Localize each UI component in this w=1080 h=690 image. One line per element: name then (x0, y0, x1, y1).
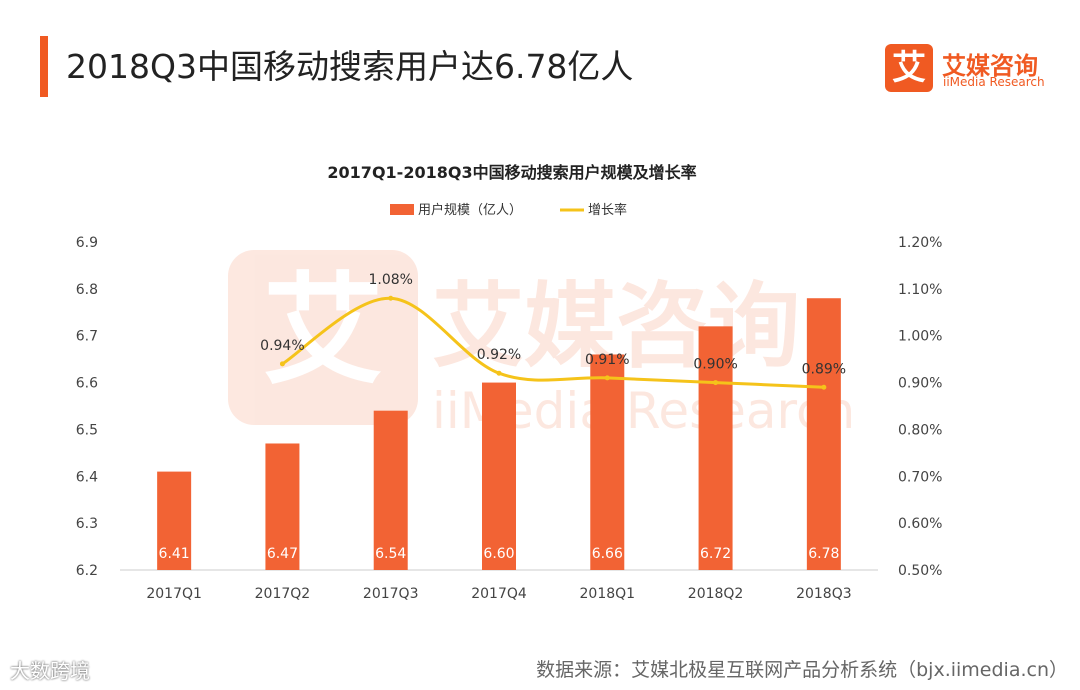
bar (482, 382, 516, 570)
plot-area: 6.2 6.3 6.4 6.5 6.6 6.7 6.8 6.9 0.50% 0.60% 0.70% 0… (76, 235, 943, 602)
y-right-tick-label: 1.20% (898, 235, 942, 251)
page-title: 2018Q3中国移动搜索用户达6.78亿人 (66, 47, 634, 86)
growth-rate-label: 0.94% (260, 338, 304, 354)
bar (698, 326, 733, 570)
x-tick-label: 2018Q3 (796, 586, 852, 602)
bar-value-label: 6.66 (592, 546, 623, 562)
legend-line-label: 增长率 (588, 202, 627, 218)
y-right-tick-label: 0.50% (898, 563, 942, 579)
bar-value-label: 6.60 (483, 546, 514, 562)
y-left-tick-label: 6.6 (76, 376, 98, 392)
growth-rate-point (821, 384, 827, 390)
x-tick-label: 2017Q3 (363, 586, 419, 602)
growth-rate-line (281, 296, 824, 389)
y-left-tick-label: 6.5 (76, 422, 98, 438)
bar-value-label: 6.54 (375, 546, 406, 562)
watermark-mark (228, 250, 418, 425)
bar (373, 410, 408, 570)
y-right-tick-label: 0.80% (898, 422, 942, 438)
bar (806, 298, 841, 570)
footer-mark: 大数跨境 (10, 659, 90, 683)
x-tick-label: 2017Q1 (146, 586, 202, 602)
logo-name-en: iiMedia Research (943, 75, 1045, 89)
growth-rate-point (496, 370, 502, 376)
bar-value-label: 6.41 (159, 546, 190, 562)
y-right-tick-label: 1.00% (898, 329, 942, 345)
y-right-tick-label: 0.60% (898, 516, 942, 532)
y-left-tick-label: 6.2 (76, 563, 98, 579)
bar-value-label: 6.78 (808, 546, 839, 562)
growth-rate-point (713, 380, 719, 386)
title-accent-bar (40, 36, 48, 97)
bar (590, 354, 625, 570)
footer-source: 数据来源：艾媒北极星互联网产品分析系统（bjx.iimedia.cn） (536, 659, 1068, 681)
logo-mark: 艾 (885, 44, 933, 92)
y-left-tick-label: 6.4 (76, 469, 98, 485)
x-tick-label: 2018Q1 (580, 586, 636, 602)
x-tick-label: 2018Q2 (688, 586, 744, 602)
y-left-tick-label: 6.7 (76, 329, 98, 345)
bar-value-label: 6.72 (700, 546, 731, 562)
chart-title: 2017Q1-2018Q3中国移动搜索用户规模及增长率 (327, 163, 696, 182)
x-tick-label: 2017Q2 (255, 586, 311, 602)
growth-rate-point (388, 295, 394, 301)
growth-rate-point (279, 361, 285, 367)
bar (157, 471, 192, 570)
y-left-tick-label: 6.8 (76, 282, 98, 298)
y-right-tick-label: 0.90% (898, 376, 942, 392)
y-right-tick-label: 0.70% (898, 469, 942, 485)
logo-name-cn: 艾媒咨询 (942, 52, 1038, 80)
y-left-tick-label: 6.3 (76, 516, 98, 532)
growth-rate-label: 0.91% (585, 352, 629, 368)
x-tick-label: 2017Q4 (471, 586, 527, 602)
bar (265, 443, 300, 570)
legend: 用户规模（亿人） 增长率 (390, 202, 627, 218)
growth-rate-point (604, 375, 610, 381)
legend-bar-swatch (390, 204, 414, 215)
watermark: 艾 艾媒咨询 iiMedia Research (228, 250, 855, 440)
y-right-tick-label: 1.10% (898, 282, 942, 298)
legend-bar-label: 用户规模（亿人） (418, 202, 522, 218)
brand-logo: 艾 艾媒咨询 iiMedia Research (885, 44, 1065, 96)
growth-rate-label: 0.89% (802, 361, 846, 377)
growth-rate-label: 1.08% (368, 272, 412, 288)
growth-rate-label: 0.90% (693, 357, 737, 373)
bar-value-label: 6.47 (267, 546, 298, 562)
y-left-tick-label: 6.9 (76, 235, 98, 251)
growth-rate-label: 0.92% (477, 347, 521, 363)
